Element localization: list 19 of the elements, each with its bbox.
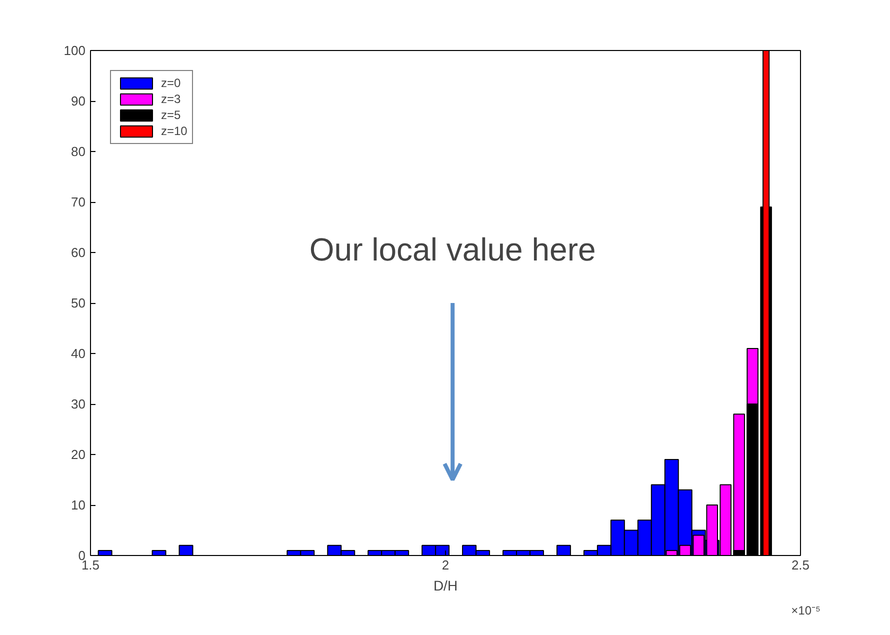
text: ×10⁻⁵	[791, 604, 821, 618]
y-tick-label: 90	[71, 94, 86, 108]
legend-label: z=3	[161, 92, 181, 106]
y-tick-label: 40	[71, 346, 86, 361]
x-axis-title: D/H	[433, 578, 458, 594]
y-tick-label: 20	[71, 447, 86, 462]
y-tick-label: 50	[71, 296, 86, 310]
y-tick-label: 100	[64, 43, 86, 58]
y-tick-label: 60	[71, 245, 86, 260]
y-tick-label: 70	[71, 194, 86, 210]
legend-label: z=0	[161, 76, 181, 90]
legend-label: z=5	[161, 108, 181, 122]
y-tick-label: 30	[71, 396, 86, 412]
y-tick-label: 80	[71, 144, 86, 159]
x-tick-label: 2.5	[791, 558, 810, 572]
legend-label: z=10	[161, 124, 188, 138]
annotation: Our local value here	[309, 232, 596, 268]
x-tick-label: 2	[442, 558, 450, 572]
y-tick-label: 10	[71, 498, 86, 512]
